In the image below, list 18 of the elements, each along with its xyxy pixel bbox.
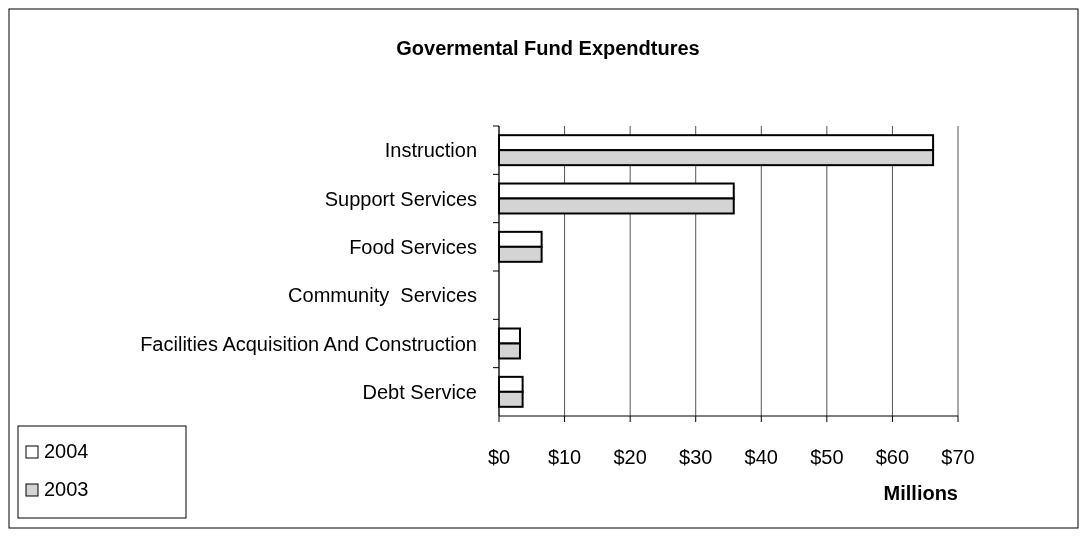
- y-tick-label: Community Services: [288, 284, 477, 307]
- x-tick-label: $60: [875, 446, 910, 468]
- x-tick-label: $40: [744, 446, 778, 468]
- x-tick-label: $0: [487, 446, 511, 468]
- y-tick-label: Food Services: [349, 235, 477, 258]
- y-tick-label: Facilities Acquisition And Construction: [140, 332, 477, 355]
- chart-title: Govermental Fund Expendtures: [396, 37, 700, 59]
- x-tick-label: $50: [810, 446, 844, 468]
- y-tick-label: Support Services: [324, 187, 477, 210]
- y-tick-label: Instruction: [384, 139, 477, 162]
- x-tick-label: $70: [941, 446, 975, 468]
- x-tick-label: $20: [613, 446, 647, 468]
- x-tick-label: $30: [679, 446, 713, 468]
- y-tick-label: Debt Service: [362, 380, 477, 403]
- x-tick-label: $10: [547, 446, 582, 468]
- legend-label: 2003: [44, 478, 89, 500]
- legend-label: 2004: [44, 440, 89, 462]
- x-axis-title: Millions: [883, 482, 958, 504]
